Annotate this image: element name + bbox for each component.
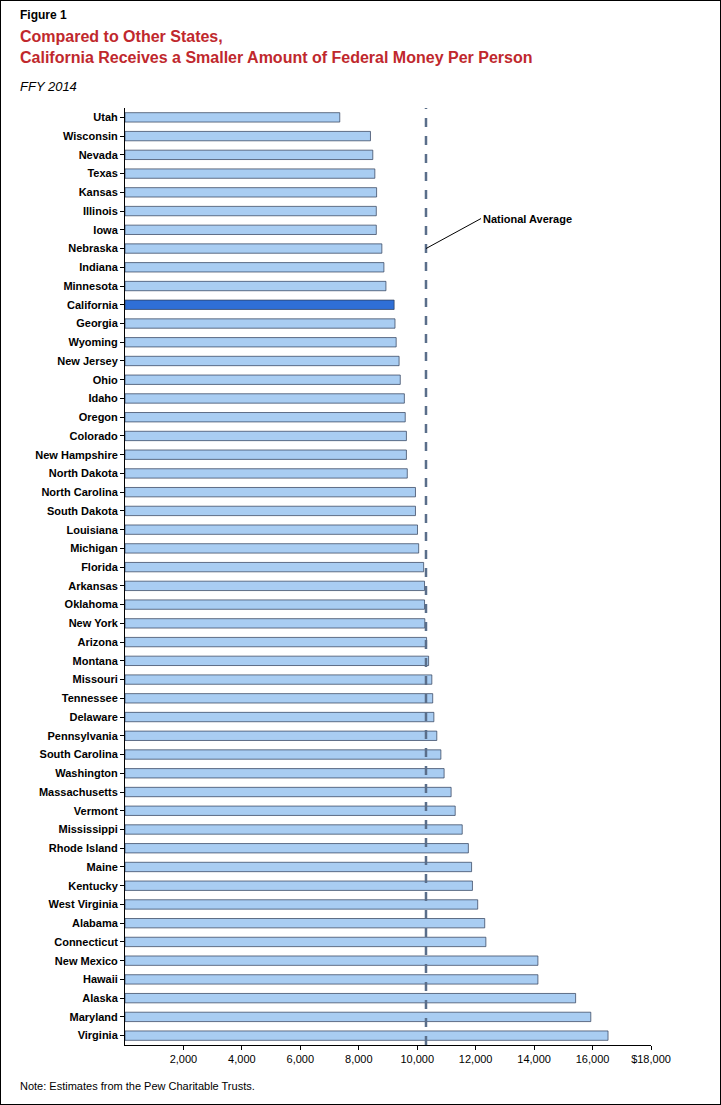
svg-text:16,000: 16,000 — [576, 1053, 610, 1065]
svg-text:Delaware: Delaware — [69, 711, 117, 723]
svg-text:Georgia: Georgia — [76, 317, 118, 329]
svg-text:Arkansas: Arkansas — [68, 580, 118, 592]
svg-text:$18,000: $18,000 — [631, 1053, 671, 1065]
svg-text:Figure 1: Figure 1 — [20, 8, 67, 22]
svg-text:Mississippi: Mississippi — [59, 823, 118, 835]
svg-text:12,000: 12,000 — [459, 1053, 493, 1065]
svg-text:Virginia: Virginia — [78, 1029, 119, 1041]
svg-text:Texas: Texas — [87, 167, 117, 179]
svg-text:Compared to Other States,: Compared to Other States, — [20, 28, 223, 45]
svg-text:Nevada: Nevada — [79, 149, 119, 161]
svg-text:Louisiana: Louisiana — [66, 524, 118, 536]
svg-text:Utah: Utah — [93, 111, 118, 123]
svg-text:FFY 2014: FFY 2014 — [20, 79, 77, 94]
svg-text:Wisconsin: Wisconsin — [63, 130, 118, 142]
svg-text:New Jersey: New Jersey — [57, 355, 118, 367]
svg-text:Arizona: Arizona — [77, 636, 118, 648]
svg-text:Massachusetts: Massachusetts — [39, 786, 118, 798]
svg-text:South Carolina: South Carolina — [40, 748, 119, 760]
svg-text:6,000: 6,000 — [287, 1053, 315, 1065]
svg-text:4,000: 4,000 — [228, 1053, 256, 1065]
svg-text:Idaho: Idaho — [88, 392, 118, 404]
svg-text:Illinois: Illinois — [83, 205, 118, 217]
svg-text:Minnesota: Minnesota — [63, 280, 118, 292]
svg-text:West Virginia: West Virginia — [49, 898, 119, 910]
svg-text:10,000: 10,000 — [400, 1053, 434, 1065]
svg-text:Hawaii: Hawaii — [83, 973, 118, 985]
svg-text:Washington: Washington — [55, 767, 118, 779]
svg-text:Pennsylvania: Pennsylvania — [47, 730, 118, 742]
svg-text:Alabama: Alabama — [72, 917, 119, 929]
svg-text:Florida: Florida — [81, 561, 119, 573]
svg-text:North Carolina: North Carolina — [41, 486, 118, 498]
svg-text:Iowa: Iowa — [93, 224, 118, 236]
svg-text:Missouri: Missouri — [73, 673, 118, 685]
svg-text:Kentucky: Kentucky — [68, 880, 118, 892]
svg-text:California Receives a Smaller: California Receives a Smaller Amount of … — [20, 49, 532, 66]
svg-text:Maryland: Maryland — [70, 1011, 118, 1023]
svg-text:Connecticut: Connecticut — [54, 936, 118, 948]
svg-text:Indiana: Indiana — [79, 261, 118, 273]
svg-text:New Mexico: New Mexico — [55, 955, 118, 967]
svg-text:New Hampshire: New Hampshire — [35, 449, 118, 461]
svg-text:2,000: 2,000 — [170, 1053, 198, 1065]
svg-text:Note: Estimates from the Pew C: Note: Estimates from the Pew Charitable … — [20, 1080, 255, 1092]
svg-text:California: California — [67, 299, 119, 311]
svg-text:Michigan: Michigan — [70, 542, 118, 554]
svg-text:14,000: 14,000 — [517, 1053, 551, 1065]
svg-text:Wyoming: Wyoming — [69, 336, 118, 348]
svg-text:South Dakota: South Dakota — [47, 505, 119, 517]
svg-text:Rhode Island: Rhode Island — [49, 842, 118, 854]
svg-text:New York: New York — [69, 617, 119, 629]
svg-text:North Dakota: North Dakota — [49, 467, 119, 479]
svg-text:Oregon: Oregon — [79, 411, 118, 423]
svg-text:National Average: National Average — [483, 213, 572, 225]
svg-text:Maine: Maine — [87, 861, 118, 873]
svg-text:Tennessee: Tennessee — [62, 692, 118, 704]
svg-text:Ohio: Ohio — [93, 374, 118, 386]
svg-text:Vermont: Vermont — [74, 805, 118, 817]
svg-text:Kansas: Kansas — [79, 186, 118, 198]
svg-text:Colorado: Colorado — [70, 430, 119, 442]
svg-text:8,000: 8,000 — [345, 1053, 373, 1065]
svg-text:Montana: Montana — [73, 655, 119, 667]
svg-text:Nebraska: Nebraska — [68, 242, 118, 254]
svg-text:Oklahoma: Oklahoma — [65, 598, 119, 610]
svg-text:Alaska: Alaska — [82, 992, 118, 1004]
